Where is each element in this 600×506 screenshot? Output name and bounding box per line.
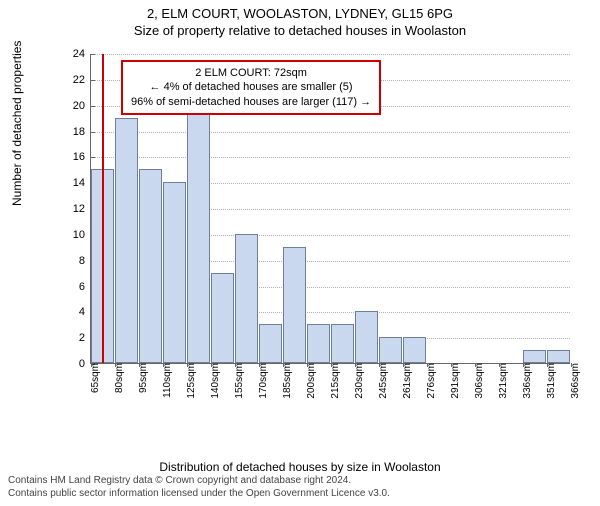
y-tick-label: 6 xyxy=(79,281,91,293)
page-subtitle: Size of property relative to detached ho… xyxy=(0,23,600,38)
x-tick-label: 125sqm xyxy=(186,363,197,399)
reference-line xyxy=(102,54,104,363)
x-tick-label: 366sqm xyxy=(570,363,581,399)
x-tick-label: 351sqm xyxy=(546,363,557,399)
histogram-bar xyxy=(547,350,570,363)
histogram-bar xyxy=(307,324,330,363)
gridline xyxy=(91,132,570,133)
footer-line-1: Contains HM Land Registry data © Crown c… xyxy=(8,475,390,488)
x-tick-label: 276sqm xyxy=(426,363,437,399)
plot-area: 02468101214161820222465sqm80sqm95sqm110s… xyxy=(90,54,570,364)
x-tick-label: 155sqm xyxy=(234,363,245,399)
footer: Contains HM Land Registry data © Crown c… xyxy=(8,475,390,500)
y-tick-label: 8 xyxy=(79,255,91,267)
histogram-bar xyxy=(115,118,138,363)
x-tick-label: 170sqm xyxy=(258,363,269,399)
y-tick-label: 18 xyxy=(73,126,91,138)
y-tick-label: 22 xyxy=(73,74,91,86)
y-tick-label: 4 xyxy=(79,306,91,318)
x-tick-label: 140sqm xyxy=(210,363,221,399)
x-tick-label: 321sqm xyxy=(498,363,509,399)
x-tick-label: 80sqm xyxy=(114,363,125,393)
annotation-box: 2 ELM COURT: 72sqm ← 4% of detached hous… xyxy=(121,60,381,115)
annotation-line-3: 96% of semi-detached houses are larger (… xyxy=(131,95,371,109)
histogram-bar xyxy=(235,234,258,363)
y-tick-label: 20 xyxy=(73,100,91,112)
y-tick-label: 24 xyxy=(73,48,91,60)
histogram-bar xyxy=(283,247,306,363)
x-tick-label: 245sqm xyxy=(378,363,389,399)
x-tick-label: 261sqm xyxy=(402,363,413,399)
page-title: 2, ELM COURT, WOOLASTON, LYDNEY, GL15 6P… xyxy=(0,6,600,21)
x-tick-label: 230sqm xyxy=(354,363,365,399)
y-axis-label: Number of detached properties xyxy=(10,41,24,206)
x-tick-label: 215sqm xyxy=(330,363,341,399)
x-tick-label: 291sqm xyxy=(450,363,461,399)
histogram-bar xyxy=(259,324,282,363)
histogram-bar xyxy=(187,105,210,363)
histogram-bar xyxy=(355,311,378,363)
y-tick-label: 16 xyxy=(73,151,91,163)
y-tick-label: 12 xyxy=(73,203,91,215)
annotation-line-1: 2 ELM COURT: 72sqm xyxy=(131,66,371,80)
x-tick-label: 336sqm xyxy=(522,363,533,399)
y-tick-label: 2 xyxy=(79,332,91,344)
footer-line-2: Contains public sector information licen… xyxy=(8,488,390,501)
y-tick-label: 14 xyxy=(73,177,91,189)
histogram-bar xyxy=(331,324,354,363)
chart-area: 02468101214161820222465sqm80sqm95sqm110s… xyxy=(60,54,570,394)
x-tick-label: 200sqm xyxy=(306,363,317,399)
x-tick-label: 95sqm xyxy=(138,363,149,393)
histogram-bar xyxy=(403,337,426,363)
y-tick-label: 10 xyxy=(73,229,91,241)
histogram-bar xyxy=(211,273,234,363)
histogram-bar xyxy=(523,350,546,363)
x-tick-label: 110sqm xyxy=(162,363,173,398)
x-tick-label: 65sqm xyxy=(90,363,101,393)
gridline xyxy=(91,54,570,55)
histogram-bar xyxy=(163,182,186,363)
gridline xyxy=(91,157,570,158)
x-axis-label: Distribution of detached houses by size … xyxy=(0,460,600,474)
histogram-bar xyxy=(379,337,402,363)
annotation-line-2: ← 4% of detached houses are smaller (5) xyxy=(131,80,371,94)
x-tick-label: 185sqm xyxy=(282,363,293,399)
histogram-bar xyxy=(139,169,162,363)
x-tick-label: 306sqm xyxy=(474,363,485,399)
